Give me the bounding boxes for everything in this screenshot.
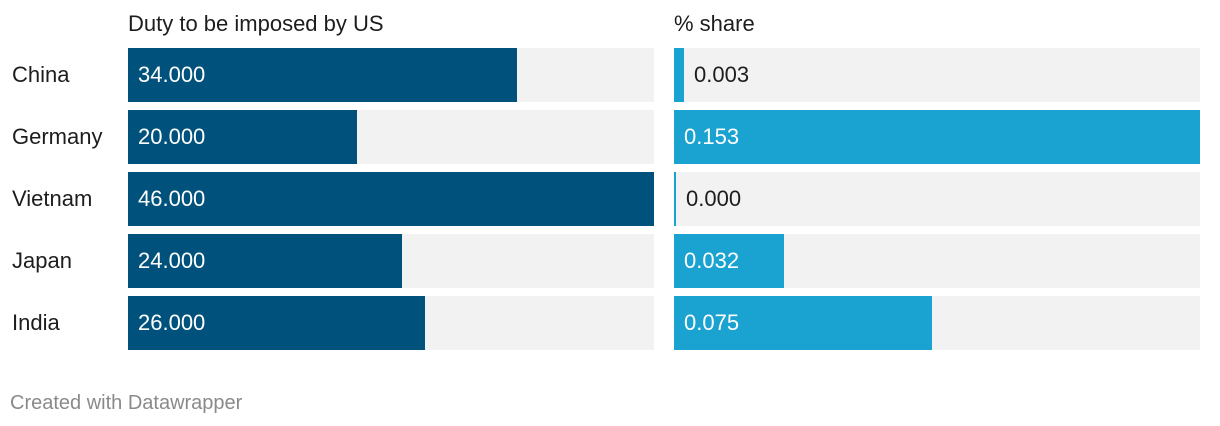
bar-track-china-duty: 34.000 bbox=[128, 48, 654, 102]
row-label-india: India bbox=[12, 310, 60, 335]
bar-track-germany-share: 0.153 bbox=[674, 110, 1200, 164]
row-label-germany: Germany bbox=[12, 124, 103, 149]
bar-track-vietnam-share: 0.000 bbox=[674, 172, 1200, 226]
value-label-japan-share: 0.032 bbox=[684, 248, 740, 273]
bar-india-duty bbox=[128, 296, 425, 350]
value-label-china-duty: 34.000 bbox=[138, 62, 206, 87]
bar-track-india-duty: 26.000 bbox=[128, 296, 654, 350]
value-label-germany-duty: 20.000 bbox=[138, 124, 206, 149]
bar-track-japan-share: 0.032 bbox=[674, 234, 1200, 288]
bar-vietnam-duty bbox=[128, 172, 654, 226]
value-label-germany-share: 0.153 bbox=[684, 124, 740, 149]
bar-india-share bbox=[674, 296, 932, 350]
bar-track-china-share: 0.003 bbox=[674, 48, 1200, 102]
column-header-duty: Duty to be imposed by US bbox=[128, 11, 384, 36]
row-label-china: China bbox=[12, 62, 70, 87]
bar-track-vietnam-duty: 46.000 bbox=[128, 172, 654, 226]
bar-china-duty bbox=[128, 48, 517, 102]
bar-germany-duty bbox=[128, 110, 357, 164]
bar-track-japan-duty: 24.000 bbox=[128, 234, 654, 288]
bar-japan-share bbox=[674, 234, 784, 288]
value-label-china-share: 0.003 bbox=[694, 62, 750, 87]
value-label-vietnam-share: 0.000 bbox=[686, 186, 742, 211]
bar-vietnam-share bbox=[674, 172, 676, 226]
credit-text: Created with Datawrapper bbox=[10, 392, 243, 414]
bar-track-germany-duty: 20.000 bbox=[128, 110, 654, 164]
row-label-vietnam: Vietnam bbox=[12, 186, 93, 211]
value-label-india-share: 0.075 bbox=[684, 310, 740, 335]
bar-germany-share bbox=[674, 110, 1200, 164]
bar-chart: Duty to be imposed by US % share China 34… bbox=[12, 11, 1200, 350]
value-label-japan-duty: 24.000 bbox=[138, 248, 206, 273]
column-header-share: % share bbox=[674, 11, 755, 36]
bar-japan-duty bbox=[128, 234, 402, 288]
value-label-vietnam-duty: 46.000 bbox=[138, 186, 206, 211]
bar-track-india-share: 0.075 bbox=[674, 296, 1200, 350]
row-label-japan: Japan bbox=[12, 248, 72, 273]
bar-china-share bbox=[674, 48, 684, 102]
value-label-india-duty: 26.000 bbox=[138, 310, 206, 335]
